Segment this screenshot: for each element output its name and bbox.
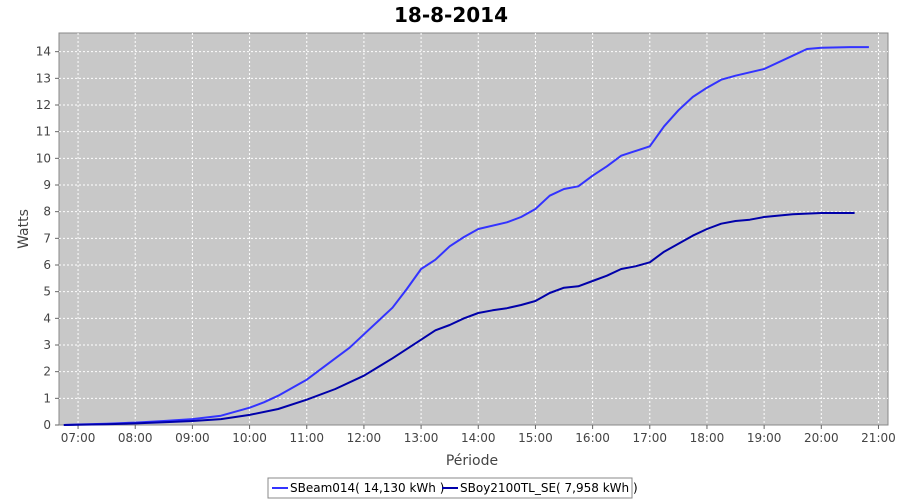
x-tick-label: 14:00 [461,431,496,445]
legend-label: SBeam014( 14,130 kWh ) [290,481,444,495]
y-tick-label: 14 [36,45,51,59]
y-tick-label: 4 [43,311,51,325]
y-tick-label: 13 [36,71,51,85]
x-tick-label: 21:00 [861,431,896,445]
y-tick-label: 7 [43,231,51,245]
axes: 07:00 08:00 09:00 10:00 11:00 12:00 13:00 14:00… [36,45,896,445]
legend-label: SBoy2100TL_SE( 7,958 kWh ) [460,481,638,495]
x-tick-label: 15:00 [518,431,553,445]
y-tick-label: 12 [36,98,51,112]
x-axis-label: Période [446,453,498,469]
series-line-1 [63,212,855,426]
x-tick-label: 10:00 [232,431,267,445]
series-layer [63,46,869,426]
grid [59,33,888,425]
x-tick-label: 07:00 [61,431,96,445]
plot-area [58,32,889,426]
x-tick-label: 18:00 [690,431,725,445]
y-tick-label: 1 [43,391,51,405]
y-tick-label: 6 [43,258,51,272]
x-tick-label: 08:00 [118,431,153,445]
chart-title: 18-8-2014 [394,3,508,27]
y-tick-label: 0 [43,418,51,432]
legend: SBeam014( 14,130 kWh ) SBoy2100TL_SE( 7,9… [267,477,638,499]
series-line-0 [63,46,869,426]
x-tick-label: 17:00 [632,431,667,445]
y-tick-label: 5 [43,285,51,299]
y-axis-label: Watts [16,209,32,249]
x-tick-label: 09:00 [175,431,210,445]
x-tick-label: 19:00 [747,431,782,445]
y-tick-label: 8 [43,205,51,219]
y-tick-label: 2 [43,365,51,379]
y-tick-label: 9 [43,178,51,192]
y-tick-label: 10 [36,151,51,165]
y-tick-label: 11 [36,125,51,139]
y-tick-label: 3 [43,338,51,352]
x-tick-label: 13:00 [404,431,439,445]
x-tick-label: 12:00 [347,431,382,445]
x-tick-label: 11:00 [289,431,324,445]
x-tick-label: 20:00 [804,431,839,445]
x-tick-label: 16:00 [575,431,610,445]
